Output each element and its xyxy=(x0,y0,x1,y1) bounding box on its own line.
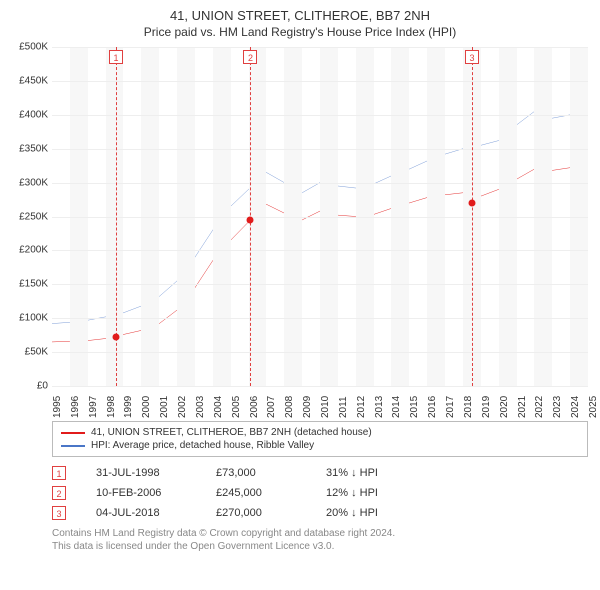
y-tick-label: £200K xyxy=(12,245,48,256)
gridline xyxy=(52,284,588,285)
marker-number-box: 2 xyxy=(52,486,66,500)
legend-swatch xyxy=(61,445,85,447)
gridline xyxy=(52,352,588,353)
x-tick-label: 2019 xyxy=(481,396,492,418)
marker-number-box: 3 xyxy=(52,506,66,520)
y-tick-label: £300K xyxy=(12,177,48,188)
x-tick-label: 1995 xyxy=(52,396,63,418)
x-tick-label: 2025 xyxy=(588,396,599,418)
marker-diff: 31% ↓ HPI xyxy=(326,467,416,479)
legend: 41, UNION STREET, CLITHEROE, BB7 2NH (de… xyxy=(52,421,588,457)
x-tick-label: 1999 xyxy=(123,396,134,418)
marker-line xyxy=(472,47,473,386)
y-tick-label: £0 xyxy=(12,381,48,392)
x-tick-label: 2020 xyxy=(499,396,510,418)
x-tick-label: 2023 xyxy=(552,396,563,418)
marker-diff: 12% ↓ HPI xyxy=(326,487,416,499)
x-tick-label: 2004 xyxy=(213,396,224,418)
markers-table: 1 31-JUL-1998 £73,000 31% ↓ HPI 2 10-FEB-2006… xyxy=(52,463,588,523)
x-tick-label: 2001 xyxy=(159,396,170,418)
x-axis-labels: 1995 1996 1997 1998 1999 2000 2001 2002 2003 2004… xyxy=(52,387,588,417)
gridline xyxy=(52,115,588,116)
marker-number-box: 2 xyxy=(243,50,257,64)
sale-point-dot xyxy=(247,216,254,223)
marker-date: 04-JUL-2018 xyxy=(96,507,186,519)
legend-label: 41, UNION STREET, CLITHEROE, BB7 2NH (de… xyxy=(91,427,372,438)
legend-swatch xyxy=(61,432,85,434)
y-tick-label: £500K xyxy=(12,42,48,53)
legend-item: 41, UNION STREET, CLITHEROE, BB7 2NH (de… xyxy=(61,426,579,439)
marker-date: 31-JUL-1998 xyxy=(96,467,186,479)
marker-row: 3 04-JUL-2018 £270,000 20% ↓ HPI xyxy=(52,503,588,523)
x-tick-label: 2008 xyxy=(284,396,295,418)
x-tick-label: 2024 xyxy=(570,396,581,418)
legend-label: HPI: Average price, detached house, Ribb… xyxy=(91,440,314,451)
x-tick-label: 2022 xyxy=(534,396,545,418)
marker-price: £245,000 xyxy=(216,487,296,499)
y-tick-label: £50K xyxy=(12,347,48,358)
x-tick-label: 2010 xyxy=(320,396,331,418)
marker-number-box: 1 xyxy=(52,466,66,480)
gridline xyxy=(52,149,588,150)
marker-row: 2 10-FEB-2006 £245,000 12% ↓ HPI xyxy=(52,483,588,503)
gridline xyxy=(52,217,588,218)
chart-title: 41, UNION STREET, CLITHEROE, BB7 2NH xyxy=(12,8,588,23)
x-tick-label: 2018 xyxy=(463,396,474,418)
x-tick-label: 2016 xyxy=(427,396,438,418)
x-tick-label: 2011 xyxy=(338,396,349,418)
legend-item: HPI: Average price, detached house, Ribb… xyxy=(61,439,579,452)
x-tick-label: 2017 xyxy=(445,396,456,418)
marker-number-box: 3 xyxy=(465,50,479,64)
chart-subtitle: Price paid vs. HM Land Registry's House … xyxy=(12,25,588,39)
x-tick-label: 2021 xyxy=(517,396,528,418)
x-tick-label: 1997 xyxy=(88,396,99,418)
x-tick-label: 1998 xyxy=(106,396,117,418)
x-tick-label: 2013 xyxy=(374,396,385,418)
gridline xyxy=(52,318,588,319)
gridline xyxy=(52,183,588,184)
x-tick-label: 2009 xyxy=(302,396,313,418)
gridline xyxy=(52,250,588,251)
y-tick-label: £350K xyxy=(12,143,48,154)
y-tick-label: £150K xyxy=(12,279,48,290)
y-tick-label: £400K xyxy=(12,109,48,120)
marker-diff: 20% ↓ HPI xyxy=(326,507,416,519)
gridline xyxy=(52,81,588,82)
x-tick-label: 2000 xyxy=(141,396,152,418)
plot-region: £0£50K£100K£150K£200K£250K£300K£350K£400… xyxy=(52,47,588,387)
marker-price: £73,000 xyxy=(216,467,296,479)
marker-row: 1 31-JUL-1998 £73,000 31% ↓ HPI xyxy=(52,463,588,483)
chart-area: £0£50K£100K£150K£200K£250K£300K£350K£400… xyxy=(52,47,588,417)
footer-line: Contains HM Land Registry data © Crown c… xyxy=(52,527,588,540)
x-tick-label: 2012 xyxy=(356,396,367,418)
x-tick-label: 2006 xyxy=(249,396,260,418)
x-tick-label: 2003 xyxy=(195,396,206,418)
footer-line: This data is licensed under the Open Gov… xyxy=(52,540,588,553)
gridline xyxy=(52,47,588,48)
sale-point-dot xyxy=(112,333,119,340)
marker-number-box: 1 xyxy=(109,50,123,64)
y-tick-label: £100K xyxy=(12,313,48,324)
sale-point-dot xyxy=(469,199,476,206)
x-tick-label: 2002 xyxy=(177,396,188,418)
x-tick-label: 2007 xyxy=(266,396,277,418)
marker-price: £270,000 xyxy=(216,507,296,519)
x-tick-label: 2005 xyxy=(231,396,242,418)
x-tick-label: 2015 xyxy=(409,396,420,418)
x-tick-label: 2014 xyxy=(391,396,402,418)
chart-container: 41, UNION STREET, CLITHEROE, BB7 2NH Pri… xyxy=(0,0,600,561)
footer: Contains HM Land Registry data © Crown c… xyxy=(52,527,588,553)
x-tick-label: 1996 xyxy=(70,396,81,418)
marker-date: 10-FEB-2006 xyxy=(96,487,186,499)
y-tick-label: £250K xyxy=(12,211,48,222)
y-tick-label: £450K xyxy=(12,75,48,86)
